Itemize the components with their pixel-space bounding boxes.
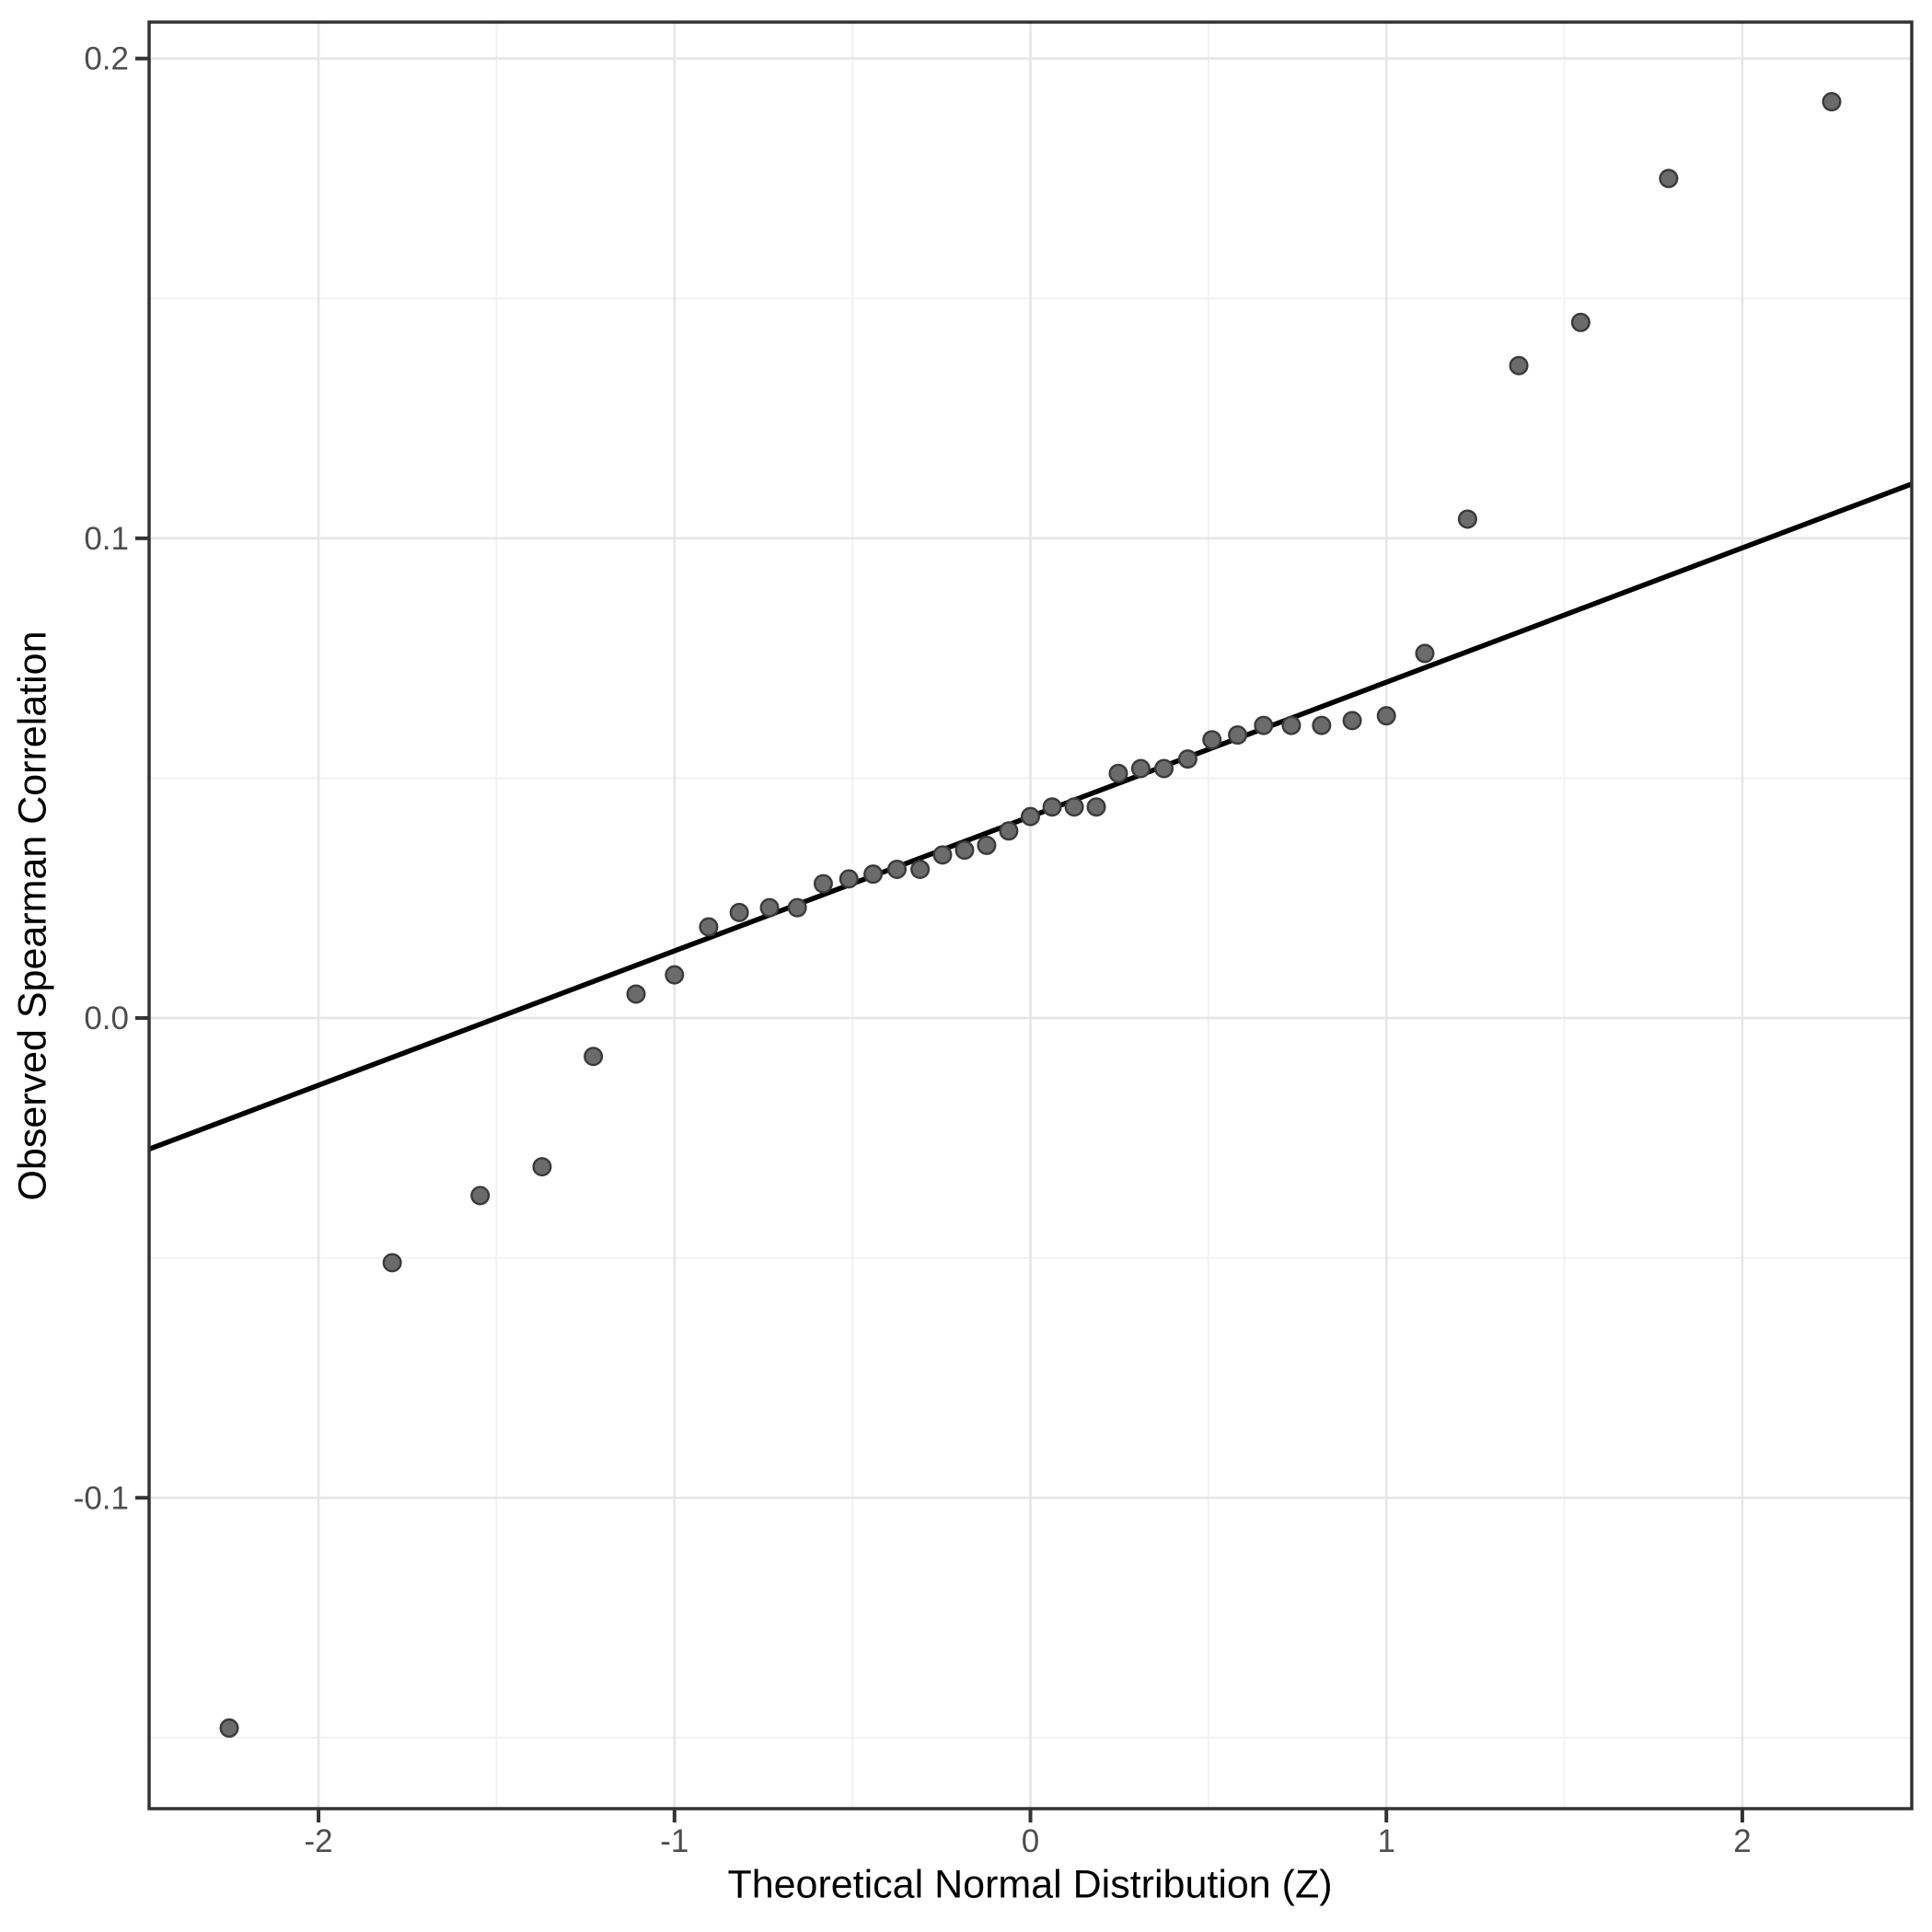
data-point bbox=[1228, 725, 1248, 746]
y-tick-label: 0.1 bbox=[84, 521, 129, 557]
y-tick-label: -0.1 bbox=[74, 1480, 129, 1516]
data-point bbox=[1254, 715, 1274, 735]
data-point bbox=[1154, 758, 1174, 779]
data-point bbox=[759, 897, 780, 918]
data-point bbox=[999, 821, 1019, 841]
data-point bbox=[1312, 715, 1332, 735]
data-point bbox=[1570, 312, 1591, 332]
data-point bbox=[1042, 797, 1062, 817]
data-point bbox=[863, 864, 884, 885]
data-point bbox=[787, 897, 807, 918]
x-tick-label: 0 bbox=[1022, 1823, 1039, 1859]
data-point bbox=[470, 1186, 491, 1206]
data-point bbox=[729, 902, 749, 922]
axis-ticks bbox=[135, 56, 1744, 1822]
data-point bbox=[954, 840, 975, 861]
data-point bbox=[1177, 749, 1197, 769]
x-axis-title: Theoretical Normal Distribution (Z) bbox=[727, 1862, 1333, 1907]
data-point bbox=[1376, 706, 1396, 726]
data-points bbox=[219, 92, 1842, 1738]
data-point bbox=[1415, 643, 1435, 664]
data-point bbox=[910, 859, 931, 879]
data-point bbox=[1342, 711, 1362, 731]
data-point bbox=[813, 873, 833, 894]
data-point bbox=[1822, 92, 1842, 112]
x-tick-label: 2 bbox=[1733, 1823, 1751, 1859]
data-point bbox=[382, 1253, 402, 1273]
data-point bbox=[1202, 730, 1222, 750]
major-gridlines bbox=[149, 22, 1912, 1809]
data-point bbox=[1064, 797, 1084, 817]
data-point bbox=[977, 835, 997, 855]
data-point bbox=[932, 845, 953, 865]
x-tick-label: 1 bbox=[1377, 1823, 1394, 1859]
data-point bbox=[1509, 355, 1529, 376]
y-axis-title: Observed Spearman Correlation bbox=[10, 631, 55, 1201]
data-point bbox=[1108, 763, 1128, 783]
data-point bbox=[886, 859, 907, 879]
data-point bbox=[1020, 806, 1040, 827]
y-tick-label: 0.2 bbox=[84, 41, 129, 77]
data-point bbox=[699, 917, 719, 937]
data-point bbox=[1086, 797, 1106, 817]
data-point bbox=[839, 869, 859, 889]
data-point bbox=[626, 984, 646, 1004]
data-point bbox=[665, 965, 685, 985]
data-point bbox=[532, 1157, 552, 1177]
x-tick-label: -2 bbox=[305, 1823, 333, 1859]
data-point bbox=[584, 1047, 604, 1067]
x-tick-label: -1 bbox=[660, 1823, 688, 1859]
y-tick-label: 0.0 bbox=[84, 1001, 129, 1036]
data-point bbox=[1457, 509, 1477, 529]
data-point bbox=[1130, 758, 1151, 779]
data-point bbox=[1659, 168, 1679, 189]
data-point bbox=[219, 1718, 239, 1738]
tick-labels: -2 -1 0 1 2 -0.1 0.0 0.1 0.2 bbox=[74, 41, 1752, 1859]
data-point bbox=[1281, 715, 1301, 735]
